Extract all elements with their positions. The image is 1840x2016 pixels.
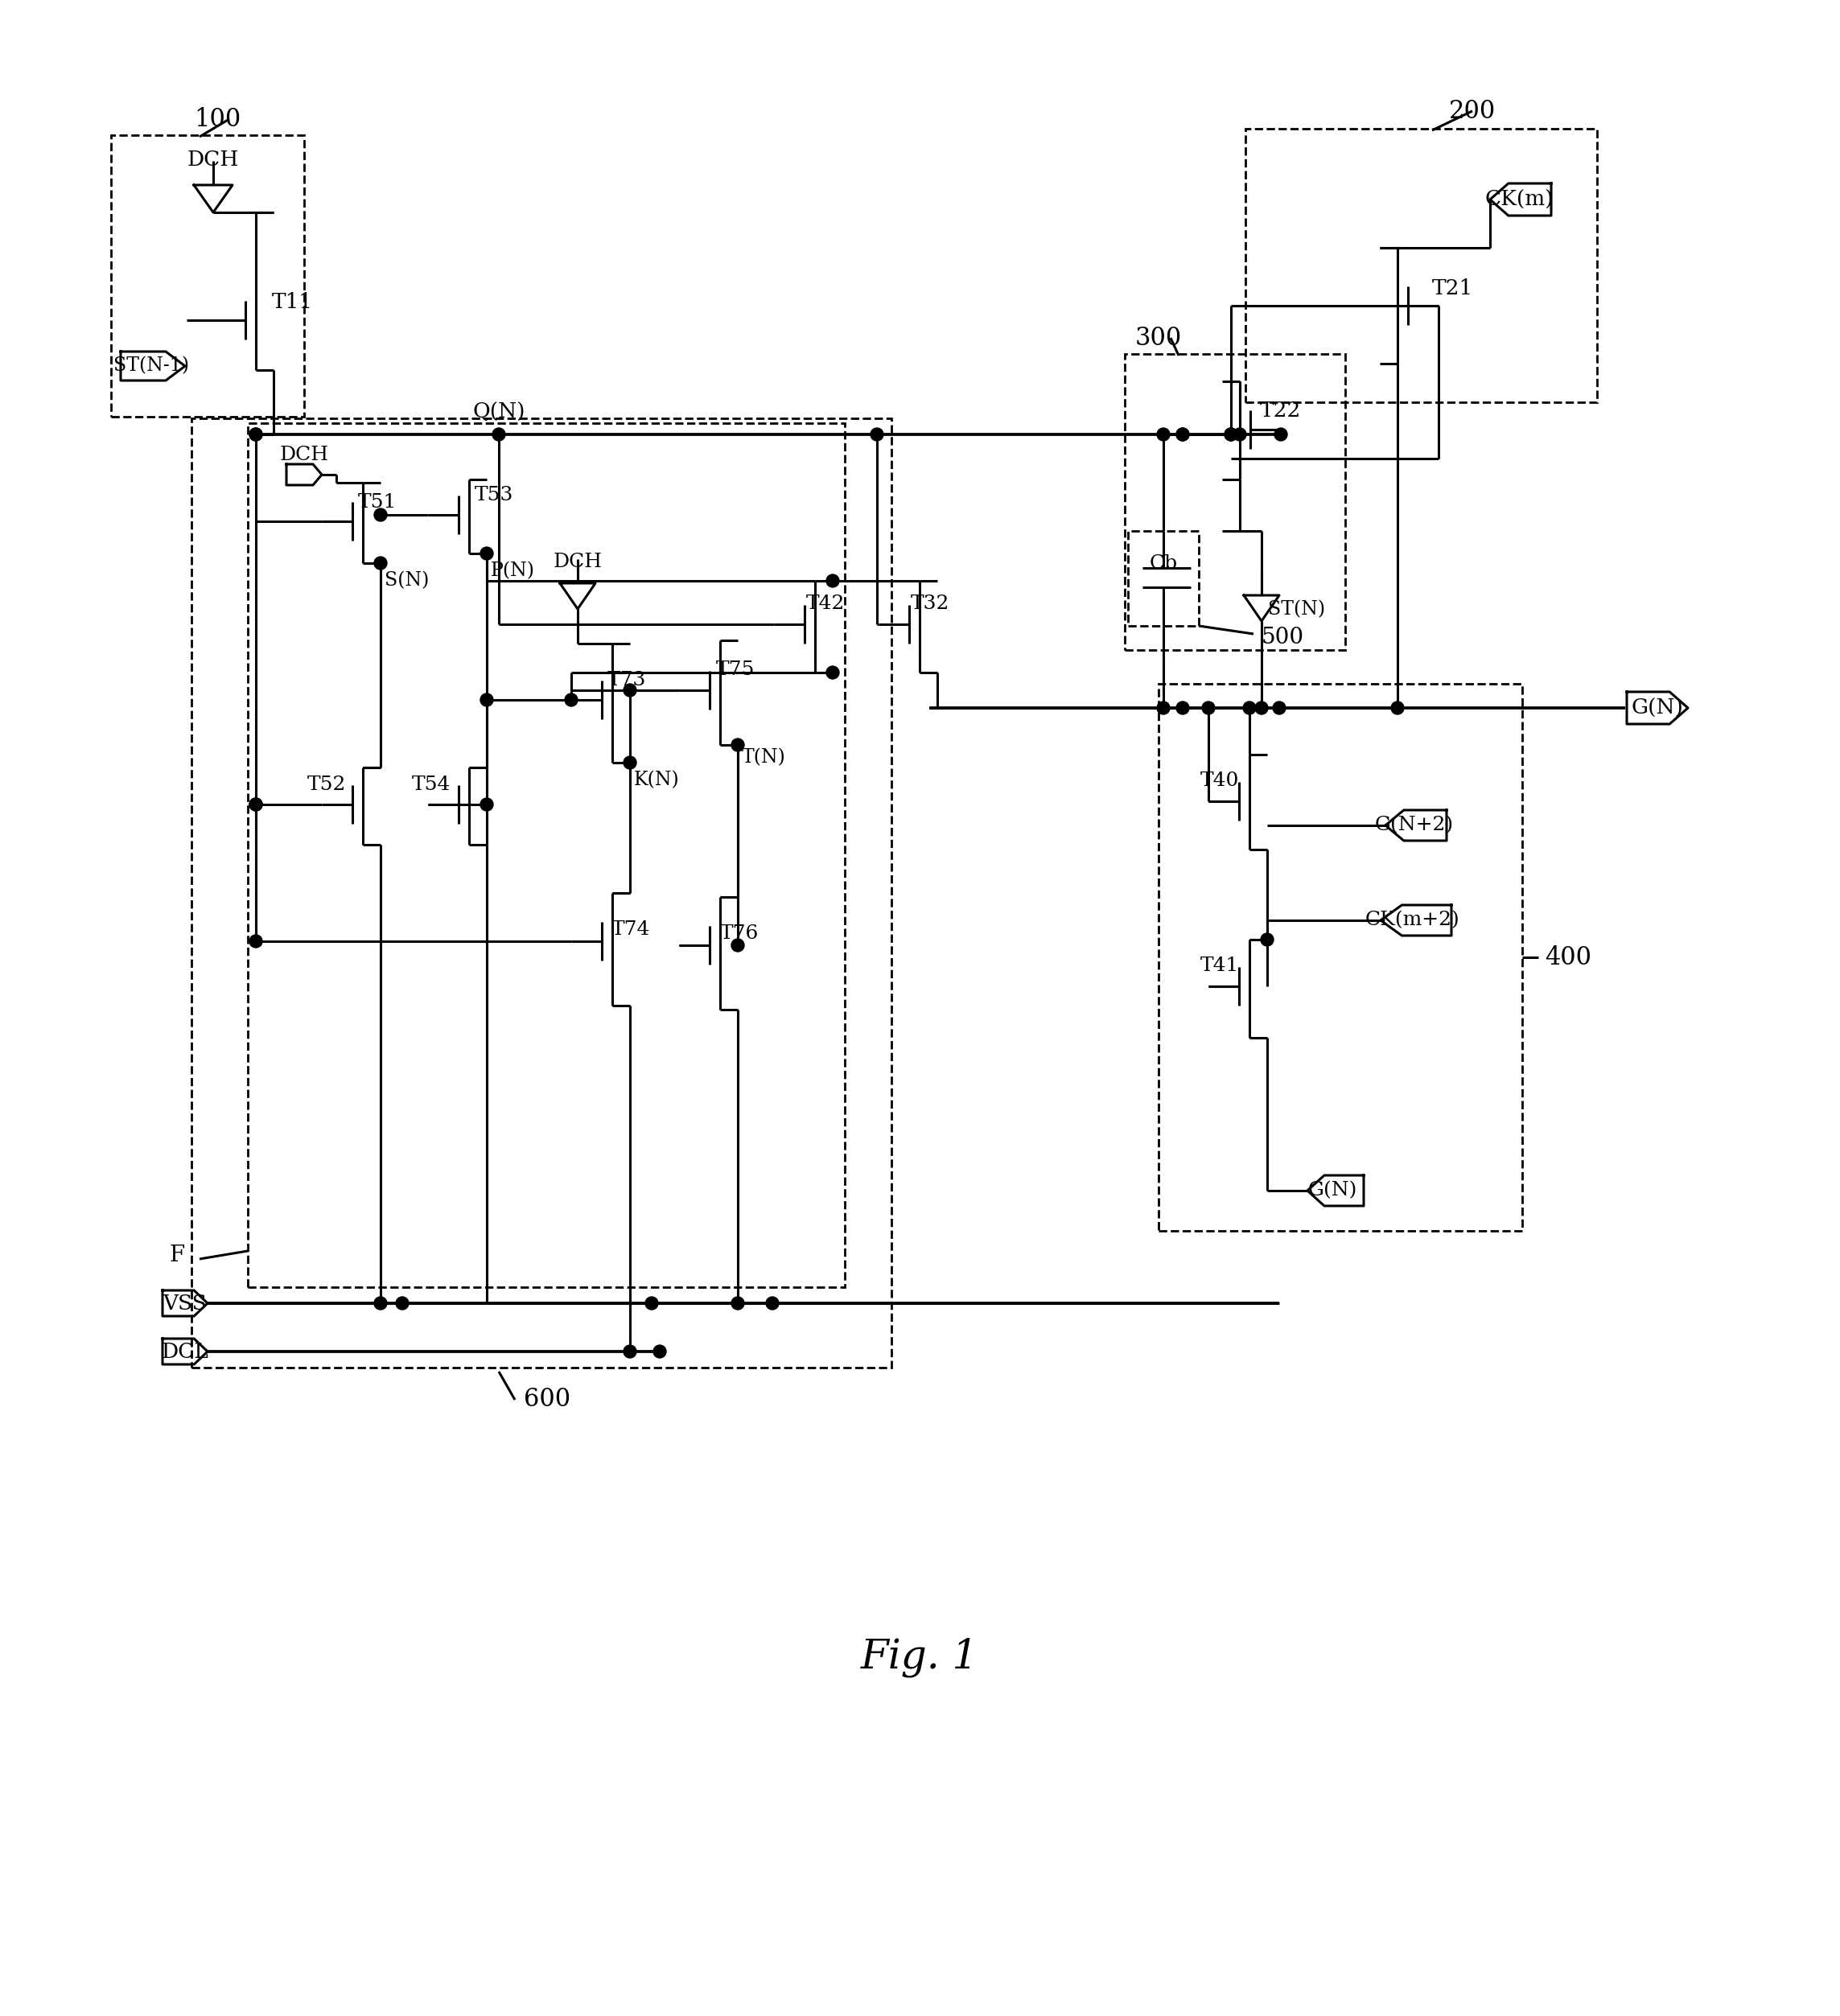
- Text: T42: T42: [806, 595, 845, 613]
- Text: 600: 600: [524, 1387, 570, 1413]
- Text: T75: T75: [716, 659, 754, 679]
- Circle shape: [765, 1296, 778, 1310]
- Bar: [248, 423, 845, 1286]
- Polygon shape: [559, 583, 596, 609]
- Circle shape: [826, 665, 839, 679]
- Text: T41: T41: [1200, 956, 1238, 974]
- Text: DCH: DCH: [554, 552, 602, 571]
- Text: T22: T22: [1260, 401, 1301, 419]
- Text: 100: 100: [193, 107, 241, 131]
- Text: S(N): S(N): [385, 573, 429, 591]
- Text: CK(m): CK(m): [1485, 190, 1553, 210]
- Text: T54: T54: [412, 774, 451, 794]
- Text: Q(N): Q(N): [473, 401, 524, 421]
- Text: P(N): P(N): [491, 562, 535, 581]
- Text: G(N+2): G(N+2): [1374, 816, 1454, 835]
- Text: T21: T21: [1432, 278, 1474, 298]
- Text: DCH: DCH: [280, 446, 329, 464]
- Circle shape: [1260, 933, 1273, 946]
- Circle shape: [870, 427, 883, 442]
- Text: DCL: DCL: [162, 1341, 208, 1361]
- Text: 300: 300: [1135, 325, 1181, 351]
- Circle shape: [396, 1296, 408, 1310]
- Circle shape: [480, 798, 493, 810]
- Bar: [1246, 129, 1597, 403]
- Circle shape: [1176, 427, 1189, 442]
- Bar: [191, 419, 891, 1367]
- Circle shape: [646, 1296, 659, 1310]
- Text: 500: 500: [1262, 627, 1305, 647]
- Circle shape: [1157, 702, 1170, 714]
- Circle shape: [250, 935, 263, 948]
- Text: G(N): G(N): [1632, 698, 1684, 718]
- Circle shape: [730, 1296, 743, 1310]
- Text: 200: 200: [1448, 99, 1496, 123]
- Circle shape: [624, 1345, 637, 1359]
- Circle shape: [1225, 427, 1236, 442]
- Circle shape: [250, 798, 263, 810]
- Circle shape: [1255, 702, 1268, 714]
- Circle shape: [1202, 702, 1214, 714]
- Text: G(N): G(N): [1308, 1181, 1358, 1200]
- Text: ST(N): ST(N): [1268, 601, 1325, 619]
- Text: DCH: DCH: [188, 149, 239, 169]
- Circle shape: [374, 1296, 386, 1310]
- Text: F: F: [169, 1244, 186, 1266]
- Bar: [1124, 355, 1345, 649]
- Circle shape: [1225, 427, 1236, 442]
- Polygon shape: [1244, 595, 1279, 621]
- Circle shape: [493, 427, 506, 442]
- Circle shape: [565, 694, 578, 706]
- Circle shape: [1157, 427, 1170, 442]
- Circle shape: [1176, 702, 1189, 714]
- Text: T32: T32: [911, 595, 949, 613]
- Circle shape: [624, 683, 637, 698]
- Circle shape: [480, 694, 493, 706]
- Circle shape: [374, 508, 386, 522]
- Circle shape: [653, 1345, 666, 1359]
- Circle shape: [1244, 702, 1257, 714]
- Text: T40: T40: [1200, 770, 1238, 790]
- Circle shape: [624, 756, 637, 768]
- Bar: [110, 135, 304, 417]
- Circle shape: [250, 798, 263, 810]
- Bar: [1159, 683, 1522, 1232]
- Circle shape: [730, 939, 743, 952]
- Text: Cb: Cb: [1150, 554, 1178, 573]
- Circle shape: [730, 738, 743, 752]
- Text: T53: T53: [475, 486, 513, 504]
- Text: T11: T11: [272, 292, 313, 312]
- Circle shape: [1273, 702, 1286, 714]
- Polygon shape: [193, 185, 232, 212]
- Text: K(N): K(N): [635, 770, 679, 790]
- Text: T74: T74: [611, 919, 650, 937]
- Text: T(N): T(N): [742, 748, 786, 766]
- Circle shape: [1391, 702, 1404, 714]
- Text: T76: T76: [719, 923, 758, 941]
- Bar: [1128, 530, 1200, 625]
- Circle shape: [250, 427, 263, 442]
- Text: CK(m+2): CK(m+2): [1365, 911, 1461, 929]
- Circle shape: [1233, 427, 1246, 442]
- Text: T51: T51: [359, 492, 397, 512]
- Polygon shape: [287, 464, 322, 486]
- Circle shape: [1275, 427, 1288, 442]
- Text: Fig. 1: Fig. 1: [861, 1637, 979, 1677]
- Circle shape: [374, 556, 386, 571]
- Text: ST(N-1): ST(N-1): [114, 357, 190, 375]
- Text: T73: T73: [607, 671, 646, 689]
- Circle shape: [826, 575, 839, 587]
- Text: T52: T52: [307, 774, 346, 794]
- Text: VSS: VSS: [164, 1292, 208, 1312]
- Circle shape: [480, 546, 493, 560]
- Text: 400: 400: [1546, 946, 1592, 970]
- Circle shape: [250, 427, 263, 442]
- Circle shape: [1176, 427, 1189, 442]
